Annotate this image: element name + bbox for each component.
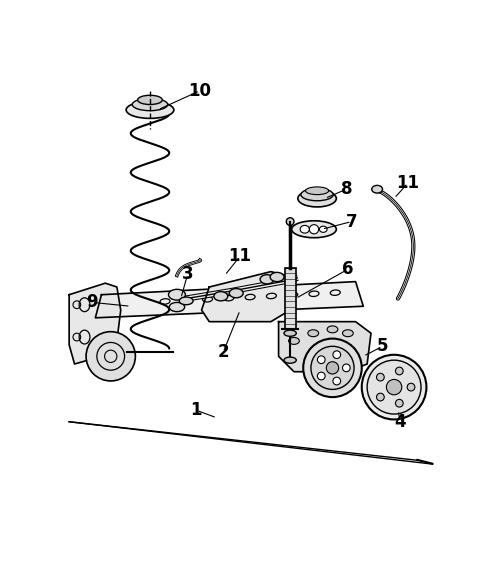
Text: 5: 5	[377, 337, 388, 355]
Ellipse shape	[126, 101, 174, 118]
Text: 1: 1	[191, 401, 202, 419]
Circle shape	[376, 373, 384, 381]
Circle shape	[342, 364, 350, 372]
Ellipse shape	[291, 221, 336, 238]
Circle shape	[407, 383, 415, 391]
Circle shape	[318, 356, 325, 364]
Circle shape	[396, 367, 403, 375]
Ellipse shape	[284, 357, 296, 363]
Text: 3: 3	[182, 265, 194, 283]
Text: 11: 11	[229, 247, 251, 265]
Circle shape	[376, 393, 384, 401]
Ellipse shape	[270, 272, 284, 282]
Ellipse shape	[300, 225, 309, 233]
Circle shape	[367, 360, 421, 414]
Ellipse shape	[301, 189, 333, 201]
Ellipse shape	[288, 337, 299, 345]
Circle shape	[303, 338, 362, 397]
Ellipse shape	[179, 297, 193, 305]
Text: 8: 8	[340, 180, 352, 198]
Circle shape	[309, 225, 319, 234]
Circle shape	[287, 218, 294, 225]
Ellipse shape	[168, 289, 185, 300]
Polygon shape	[279, 321, 371, 372]
Circle shape	[396, 399, 403, 407]
Ellipse shape	[138, 95, 163, 105]
Ellipse shape	[372, 185, 382, 193]
Circle shape	[333, 377, 341, 385]
Text: 9: 9	[86, 293, 98, 311]
Ellipse shape	[342, 330, 353, 337]
Polygon shape	[95, 282, 363, 318]
Ellipse shape	[214, 292, 228, 301]
Circle shape	[362, 355, 426, 419]
Circle shape	[311, 346, 354, 390]
Ellipse shape	[229, 289, 243, 298]
Circle shape	[86, 332, 135, 381]
Circle shape	[386, 379, 402, 395]
Ellipse shape	[308, 330, 319, 337]
Text: 10: 10	[189, 82, 211, 100]
Polygon shape	[202, 271, 290, 321]
Ellipse shape	[260, 275, 274, 284]
Ellipse shape	[320, 226, 327, 233]
Circle shape	[333, 351, 341, 359]
Ellipse shape	[132, 99, 167, 111]
Ellipse shape	[327, 326, 338, 333]
Bar	[285, 268, 295, 329]
Text: 6: 6	[342, 260, 354, 278]
Polygon shape	[69, 283, 121, 364]
Text: 7: 7	[346, 213, 358, 231]
Text: 11: 11	[397, 174, 419, 192]
Text: 4: 4	[394, 413, 406, 431]
Ellipse shape	[284, 330, 296, 336]
Ellipse shape	[169, 302, 185, 312]
Text: 2: 2	[217, 343, 229, 361]
Circle shape	[327, 361, 339, 374]
Ellipse shape	[305, 187, 329, 195]
Ellipse shape	[298, 190, 336, 207]
Circle shape	[318, 372, 325, 380]
